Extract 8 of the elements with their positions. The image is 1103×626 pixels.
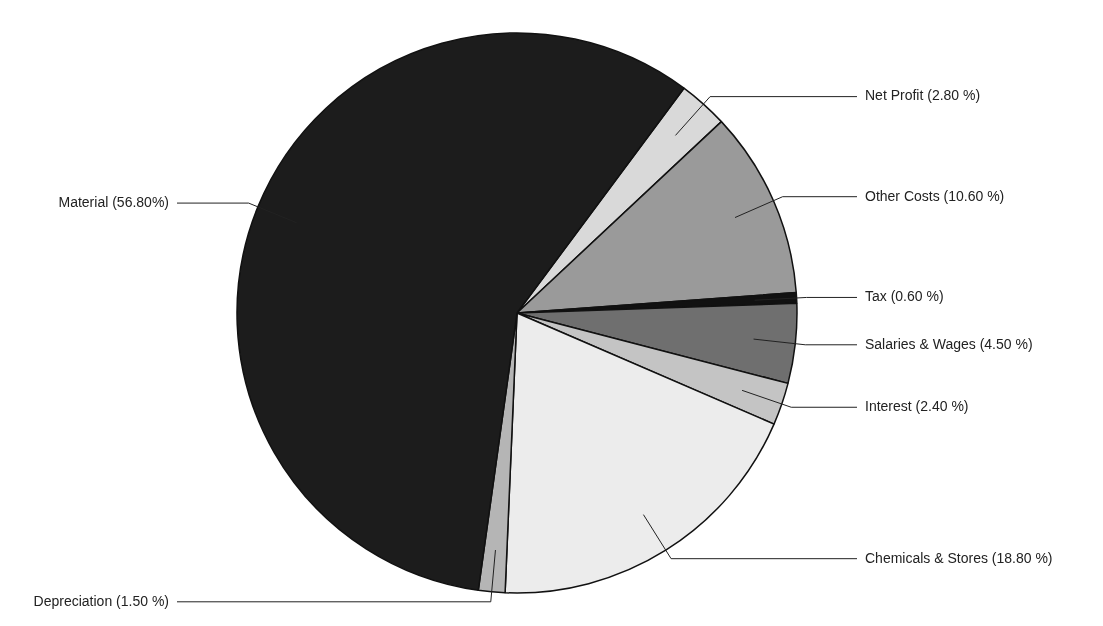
- slice-label: Interest (2.40 %): [865, 398, 969, 415]
- slice-label: Depreciation (1.50 %): [33, 592, 169, 609]
- slice-label: Net Profit (2.80 %): [865, 87, 981, 104]
- slice-label: Tax (0.60 %): [865, 288, 944, 305]
- slice-label: Chemicals & Stores (18.80 %): [865, 549, 1053, 566]
- slice-label: Other Costs (10.60 %): [865, 187, 1005, 204]
- slice-label: Salaries & Wages (4.50 %): [865, 335, 1033, 352]
- slice-label: Material (56.80%): [58, 193, 169, 210]
